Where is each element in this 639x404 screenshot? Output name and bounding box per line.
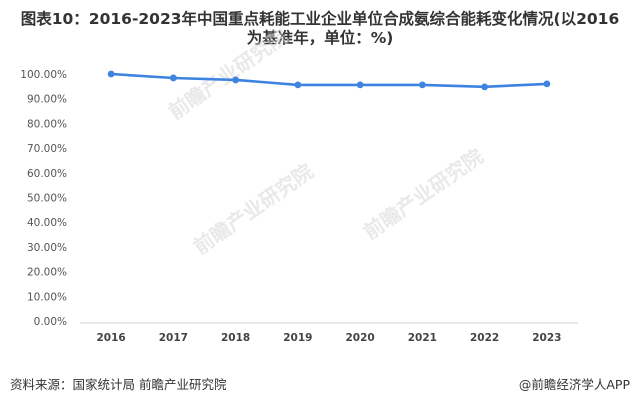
x-axis-labels: 2016 2017 2018 2019 2020 2021 2022 2023 bbox=[97, 332, 562, 344]
x-tick-label: 2023 bbox=[532, 332, 561, 344]
series-line bbox=[109, 72, 549, 89]
x-tick-label: 2017 bbox=[159, 332, 188, 344]
series-layer bbox=[107, 70, 551, 91]
y-tick-label: 60.00% bbox=[27, 168, 67, 180]
y-tick-label: 90.00% bbox=[27, 94, 67, 106]
x-tick-label: 2020 bbox=[346, 332, 375, 344]
y-tick-label: 30.00% bbox=[27, 242, 67, 254]
watermark-layer: 前瞻产业研究院 前瞻产业研究院 前瞻产业研究院 bbox=[164, 24, 487, 259]
source-note: 资料来源：国家统计局 前瞻产业研究院 bbox=[10, 377, 227, 392]
x-tick-label: 2018 bbox=[221, 332, 250, 344]
data-point bbox=[232, 76, 240, 84]
data-point bbox=[543, 80, 551, 88]
data-point bbox=[481, 83, 489, 91]
data-point bbox=[107, 70, 115, 78]
data-point bbox=[418, 81, 426, 89]
x-tick-label: 2022 bbox=[470, 332, 499, 344]
x-tick-label: 2016 bbox=[97, 332, 126, 344]
watermark-text: 前瞻产业研究院 bbox=[359, 144, 487, 244]
data-point bbox=[169, 74, 177, 82]
y-tick-label: 0.00% bbox=[34, 316, 67, 328]
data-point bbox=[294, 81, 302, 89]
y-tick-label: 80.00% bbox=[27, 118, 67, 130]
y-tick-label: 70.00% bbox=[27, 143, 67, 155]
y-tick-label: 10.00% bbox=[27, 291, 67, 303]
y-tick-label: 50.00% bbox=[27, 193, 67, 205]
y-tick-label: 20.00% bbox=[27, 267, 67, 279]
y-axis-ticks: 100.00% 90.00% 80.00% 70.00% 60.00% 50.00% 40.… bbox=[20, 69, 67, 328]
watermark-text: 前瞻产业研究院 bbox=[164, 24, 292, 124]
x-tick-label: 2019 bbox=[283, 332, 312, 344]
y-tick-label: 40.00% bbox=[27, 217, 67, 229]
x-tick-label: 2021 bbox=[408, 332, 437, 344]
watermark-text: 前瞻产业研究院 bbox=[189, 159, 317, 259]
data-point bbox=[356, 81, 364, 89]
brand-credit: @前瞻经济学人APP bbox=[518, 377, 630, 392]
y-tick-label: 100.00% bbox=[20, 69, 67, 81]
chart-title: 图表10：2016-2023年中国重点耗能工业企业单位合成氨综合能耗变化情况(以… bbox=[20, 10, 620, 47]
